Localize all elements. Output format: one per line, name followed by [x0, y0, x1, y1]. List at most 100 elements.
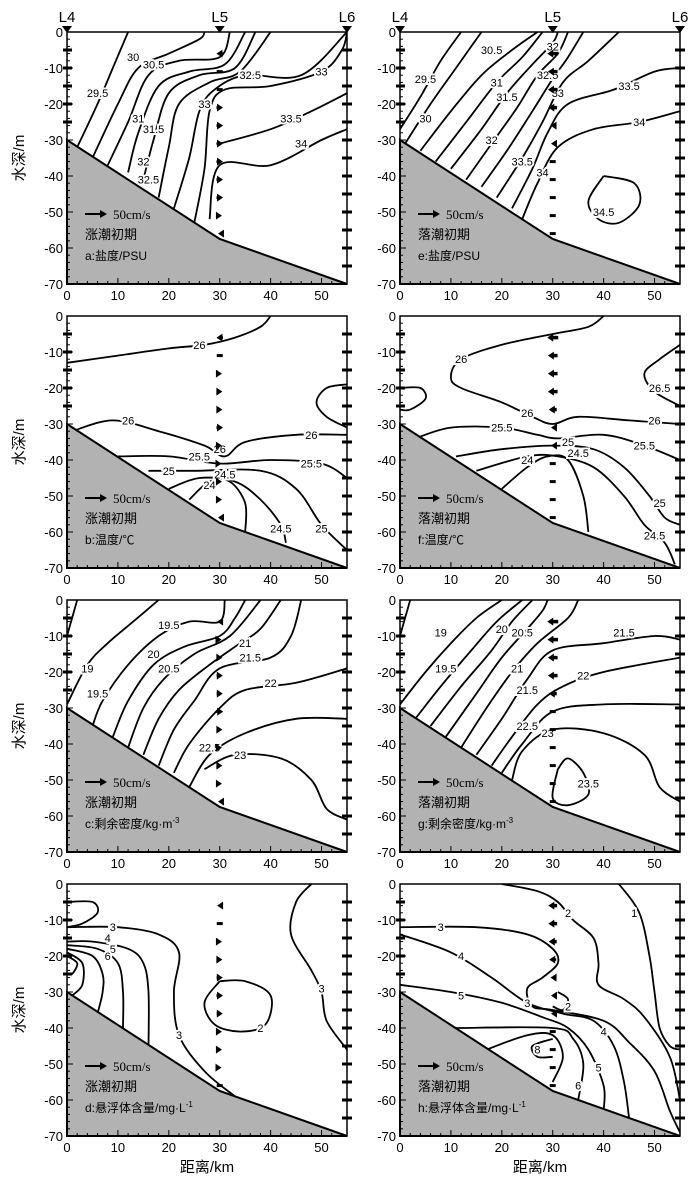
contour-line-24.5 [168, 476, 287, 544]
velocity-arrowhead [548, 937, 555, 946]
velocity-arrowhead [215, 495, 222, 504]
y-tick-label: -70 [377, 277, 396, 292]
contour-line-30.5 [419, 32, 539, 152]
panels: 29.53030.53131.53232.532.5333333.5340-10… [11, 9, 688, 1155]
station-sample-mark [396, 616, 405, 620]
station-label: L5 [211, 9, 228, 26]
station-sample-mark [342, 760, 352, 764]
velocity-arrow [549, 1030, 556, 1034]
x-tick-label: 10 [111, 572, 125, 587]
station-sample-mark [342, 174, 352, 178]
station-sample-mark [675, 616, 685, 620]
station-sample-mark [342, 634, 352, 638]
y-tick-label: -10 [44, 913, 63, 928]
station-sample-mark [342, 814, 352, 818]
station-sample-mark [675, 796, 685, 800]
contour-label: 33.5 [280, 113, 301, 125]
station-sample-mark [63, 102, 72, 106]
contour-label: 32 [547, 41, 559, 53]
velocity-arrowhead [217, 513, 224, 522]
y-tick-label: -60 [44, 1093, 63, 1108]
y-tick-label: -40 [377, 453, 396, 468]
y-tick-label: 0 [389, 309, 396, 324]
velocity-arrowhead [550, 441, 557, 450]
station-sample-mark [396, 120, 405, 124]
contour-line-19.5 [414, 600, 523, 720]
station-sample-mark [342, 1008, 352, 1012]
x-tick-label: 30 [545, 572, 559, 587]
station-sample-mark [675, 814, 685, 818]
contour-label: 30 [127, 52, 139, 64]
contour-line-30 [404, 32, 483, 145]
station-sample-mark [675, 1098, 685, 1102]
station-sample-mark [396, 84, 405, 88]
station-sample-mark [63, 670, 72, 674]
velocity-arrowhead [216, 955, 223, 964]
velocity-arrowhead [217, 617, 224, 626]
velocity-arrow [216, 70, 223, 74]
station-sample-mark [675, 264, 685, 268]
station-sample-mark [342, 458, 352, 462]
y-tick-label: -40 [44, 169, 63, 184]
tide-phase-label: 涨潮初期 [85, 1079, 137, 1094]
station-sample-mark [675, 332, 685, 336]
station-label: L6 [339, 9, 356, 26]
contour-label: 20.5 [158, 663, 179, 675]
x-tick-label: 50 [647, 572, 661, 587]
x-tick-label: 30 [545, 1140, 559, 1155]
station-sample-mark [342, 616, 352, 620]
station-sample-mark [342, 84, 352, 88]
station-sample-mark [675, 652, 685, 656]
y-tick-label: -30 [44, 985, 63, 1000]
contour-label: 25.5 [189, 451, 210, 463]
contour-label: 4 [601, 1027, 607, 1039]
x-tick-label: 20 [162, 1140, 176, 1155]
velocity-arrowhead [216, 671, 223, 680]
contour-line-2 [203, 979, 273, 1033]
y-tick-label: -70 [44, 845, 63, 860]
y-tick-label: -20 [377, 97, 396, 112]
velocity-arrowhead [550, 1009, 557, 1018]
x-tick-label: 50 [314, 572, 328, 587]
station-sample-mark [675, 138, 685, 142]
velocity-arrowhead [216, 725, 223, 734]
contour-line-25.5 [414, 425, 680, 461]
x-tick-label: 0 [63, 856, 70, 871]
velocity-arrow [549, 160, 556, 164]
station-sample-mark [63, 954, 72, 958]
contour-label: 31 [132, 113, 144, 125]
y-tick-label: 0 [56, 309, 63, 324]
station-sample-mark [342, 724, 352, 728]
velocity-arrowhead [215, 779, 222, 788]
station-sample-mark [396, 652, 405, 656]
legend-scale-label: 50cm/s [113, 775, 151, 790]
station-marker [547, 26, 558, 33]
contour-label: 19.5 [158, 620, 179, 632]
contour-label: 4 [458, 951, 464, 963]
y-tick-label: -50 [44, 773, 63, 788]
station-sample-mark [675, 900, 685, 904]
station-sample-mark [342, 386, 352, 390]
panel-variable-label: c:剩余密度/kg·m-3 [85, 816, 180, 831]
station-sample-mark [675, 1062, 685, 1066]
contour-line-34 [208, 128, 347, 220]
contour-label: 26.5 [649, 383, 670, 395]
station-sample-mark [63, 972, 72, 976]
contour-line-29.5 [76, 32, 129, 148]
x-tick-label: 10 [111, 288, 125, 303]
velocity-arrowhead [547, 671, 554, 680]
y-tick-label: -70 [44, 277, 63, 292]
contour-line-24.5 [476, 453, 676, 565]
contour-label: 21 [239, 638, 251, 650]
contour-label: 21.5 [240, 653, 261, 665]
panel-variable-label: g:剩余密度/kg·m-3 [418, 816, 514, 831]
station-sample-mark [342, 512, 352, 516]
contour-line-32.5 [480, 32, 585, 188]
contour-label: 6 [105, 951, 111, 963]
station-sample-mark [675, 972, 685, 976]
station-sample-mark [396, 936, 405, 940]
station-sample-mark [396, 332, 405, 336]
x-tick-label: 20 [495, 1140, 509, 1155]
y-tick-label: -20 [44, 97, 63, 112]
